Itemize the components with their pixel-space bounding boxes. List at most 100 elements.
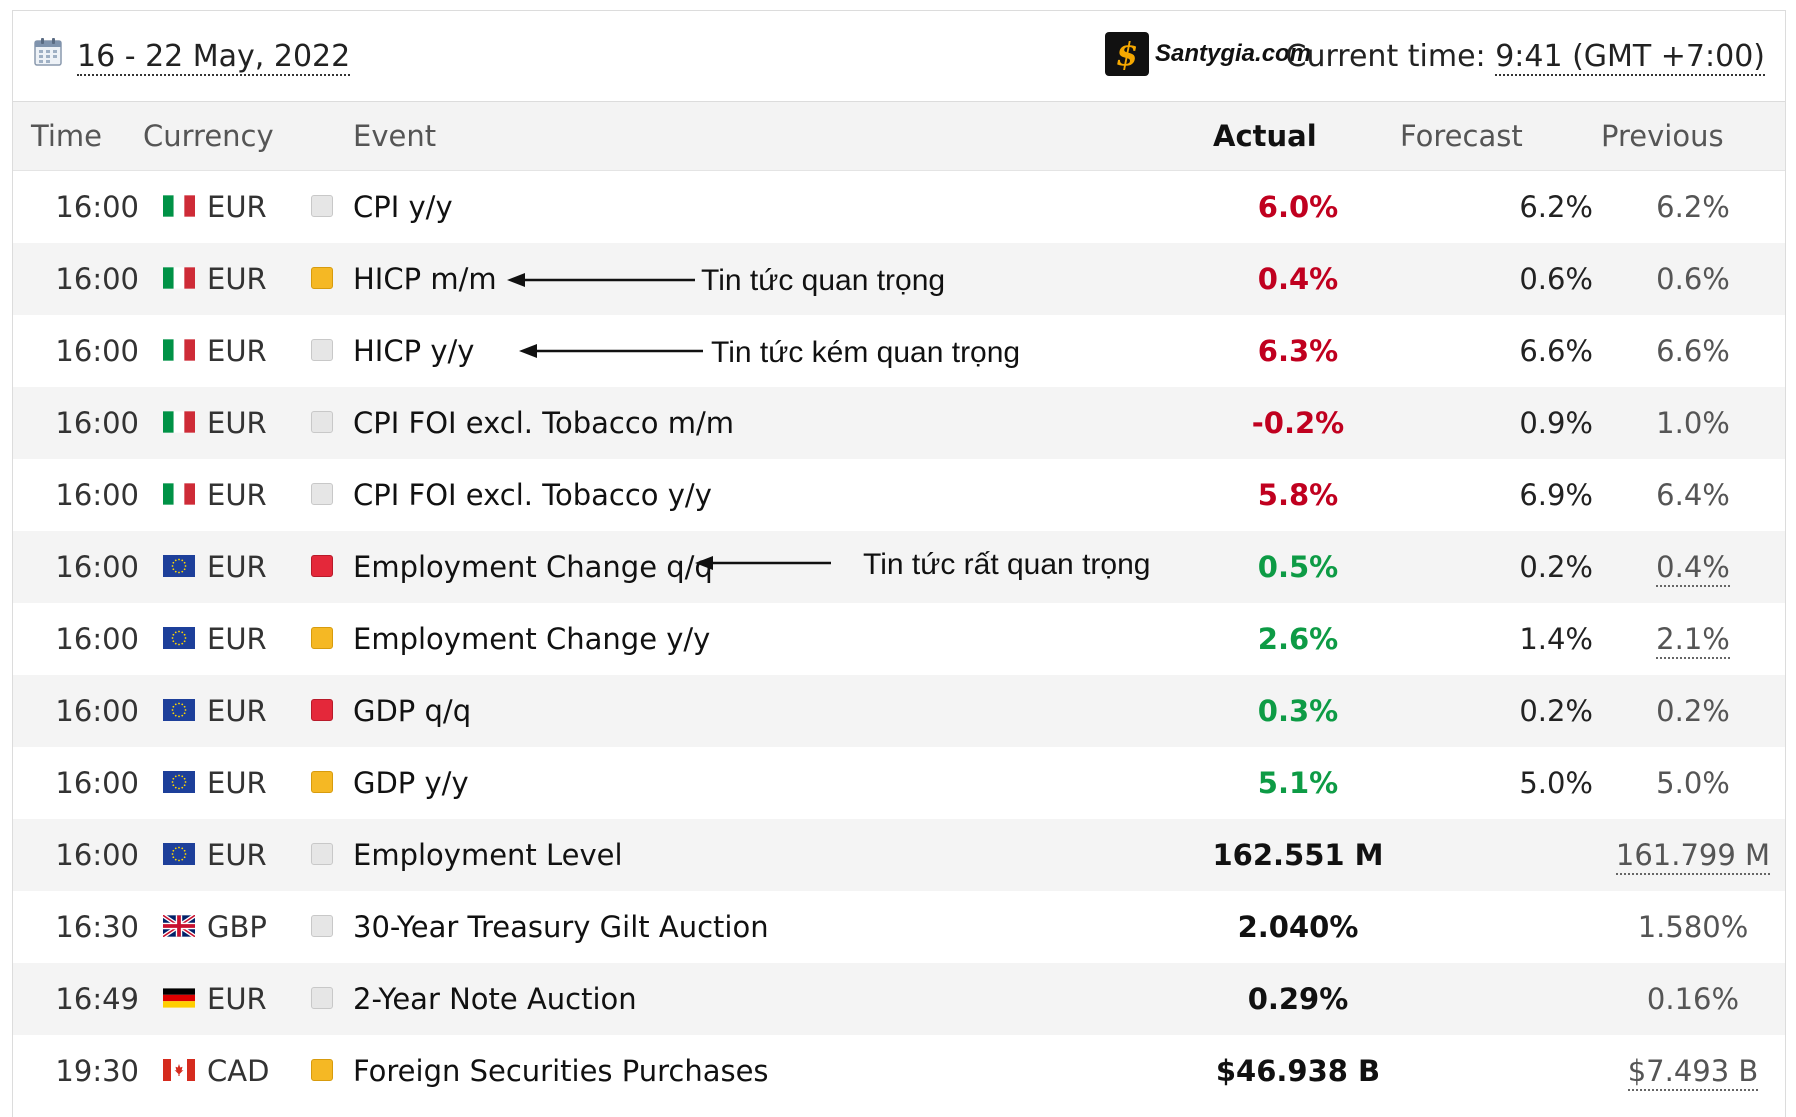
impact-low-icon <box>311 987 333 1009</box>
event-actual: 6.0% <box>1257 190 1339 224</box>
table-row[interactable]: 19:30 CAD Foreign Securities Purchases $46.… <box>13 1035 1785 1107</box>
eu-flag-icon <box>163 627 195 649</box>
table-row[interactable]: 16:00 EUR CPI FOI excl. Tobacco y/y 5.8% 6.9… <box>13 459 1785 531</box>
table-row[interactable]: 16:00 EUR Employment Change y/y 2.6% 1.4% 2.1… <box>13 603 1785 675</box>
table-row[interactable]: 16:00 EUR Employment Change q/q 0.5% 0.2% 0.4… <box>13 531 1785 603</box>
table-row[interactable]: 16:00 EUR HICP y/y 6.3% 6.6% 6.6% <box>13 315 1785 387</box>
table-row[interactable]: 16:00 EUR CPI y/y 6.0% 6.2% 6.2% <box>13 171 1785 243</box>
arrow-very-important <box>695 556 831 570</box>
italy-flag-icon <box>163 339 195 361</box>
brand-logo-block: $ Santygia.com <box>1105 31 1311 77</box>
event-previous: 6.6% <box>1593 315 1785 387</box>
impact-high-icon <box>311 555 333 577</box>
col-previous-header: Previous <box>1601 119 1724 153</box>
col-forecast-header: Forecast <box>1400 119 1523 153</box>
table-row[interactable]: 16:00 EUR CPI FOI excl. Tobacco m/m -0.2% 0.… <box>13 387 1785 459</box>
event-previous[interactable]: $7.493 B <box>1593 1035 1785 1107</box>
event-previous[interactable]: 161.799 M <box>1593 819 1785 891</box>
event-forecast <box>1393 819 1593 891</box>
event-previous: 1.0% <box>1593 387 1785 459</box>
event-previous-value: 1.580% <box>1637 910 1749 944</box>
brand-logo-icon: $ <box>1105 32 1149 76</box>
event-previous-value[interactable]: 0.4% <box>1656 550 1730 587</box>
brand-name: Santygia.com <box>1155 40 1312 67</box>
italy-flag-icon <box>163 483 195 505</box>
table-row[interactable]: 16:00 EUR GDP y/y 5.1% 5.0% 5.0% <box>13 747 1785 819</box>
event-previous: 0.6% <box>1593 243 1785 315</box>
event-time: 16:00 <box>55 838 139 872</box>
event-actual: 6.3% <box>1257 334 1339 368</box>
current-time-value[interactable]: 9:41 (GMT +7:00) <box>1495 39 1765 76</box>
event-time: 16:00 <box>55 406 139 440</box>
impact-low-icon <box>311 195 333 217</box>
event-name[interactable]: Employment Change q/q <box>353 550 713 584</box>
event-name[interactable]: 30-Year Treasury Gilt Auction <box>353 910 769 944</box>
event-time: 16:00 <box>55 550 139 584</box>
event-actual: 2.6% <box>1257 622 1339 656</box>
impact-high-icon <box>311 699 333 721</box>
table-row[interactable]: 16:00 EUR GDP q/q 0.3% 0.2% 0.2% <box>13 675 1785 747</box>
eu-flag-icon <box>163 555 195 577</box>
event-previous-value: 0.16% <box>1646 982 1740 1016</box>
event-previous[interactable]: 2.1% <box>1593 603 1785 675</box>
event-previous: 0.16% <box>1593 963 1785 1035</box>
col-currency-header: Currency <box>143 119 274 153</box>
event-previous: 1.580% <box>1593 891 1785 963</box>
event-time: 16:30 <box>55 910 139 944</box>
event-previous-value[interactable]: 161.799 M <box>1615 838 1771 875</box>
event-name[interactable]: CPI FOI excl. Tobacco m/m <box>353 406 735 440</box>
event-previous-value[interactable]: 2.1% <box>1656 622 1730 659</box>
event-previous-value: 0.2% <box>1656 694 1730 728</box>
event-forecast: 6.2% <box>1519 190 1593 224</box>
calendar-rows: 16:00 EUR CPI y/y 6.0% 6.2% 6.2% 16:00 EUR HICP … <box>13 171 1785 1107</box>
table-row[interactable]: 16:49 EUR 2-Year Note Auction 0.29% 0.16% <box>13 963 1785 1035</box>
event-name[interactable]: Employment Change y/y <box>353 622 711 656</box>
italy-flag-icon <box>163 411 195 433</box>
col-actual-header: Actual <box>1213 119 1317 153</box>
event-name[interactable]: 2-Year Note Auction <box>353 982 637 1016</box>
event-name[interactable]: Employment Level <box>353 838 623 872</box>
event-name[interactable]: CPI FOI excl. Tobacco y/y <box>353 478 712 512</box>
table-row[interactable]: 16:00 EUR Employment Level 162.551 M 161.799… <box>13 819 1785 891</box>
event-time: 16:00 <box>55 334 139 368</box>
event-forecast: 6.6% <box>1519 334 1593 368</box>
event-forecast: 0.2% <box>1519 550 1593 584</box>
event-currency: EUR <box>207 406 267 440</box>
calendar-icon[interactable] <box>33 37 63 67</box>
event-actual: 0.29% <box>1247 982 1349 1016</box>
event-name[interactable]: Foreign Securities Purchases <box>353 1054 769 1088</box>
calendar-topbar: 16 - 22 May, 2022 $ Santygia.com Current… <box>13 11 1785 102</box>
impact-low-icon <box>311 915 333 937</box>
event-actual: 5.8% <box>1257 478 1339 512</box>
event-currency: EUR <box>207 982 267 1016</box>
event-name[interactable]: HICP m/m <box>353 262 497 296</box>
impact-med-icon <box>311 267 333 289</box>
event-name[interactable]: CPI y/y <box>353 190 453 224</box>
event-name[interactable]: GDP q/q <box>353 694 472 728</box>
date-range-link[interactable]: 16 - 22 May, 2022 <box>77 39 351 76</box>
event-actual: -0.2% <box>1251 406 1345 440</box>
event-actual: $46.938 B <box>1215 1054 1381 1088</box>
event-currency: EUR <box>207 550 267 584</box>
event-currency: CAD <box>207 1054 270 1088</box>
eu-flag-icon <box>163 699 195 721</box>
impact-med-icon <box>311 1059 333 1081</box>
event-previous[interactable]: 0.4% <box>1593 531 1785 603</box>
event-previous: 6.2% <box>1593 171 1785 243</box>
event-previous-value[interactable]: $7.493 B <box>1627 1054 1759 1091</box>
event-previous-value: 6.4% <box>1656 478 1730 512</box>
table-header: Time Currency Event Actual Forecast Prev… <box>13 102 1785 171</box>
event-name[interactable]: GDP y/y <box>353 766 469 800</box>
event-name[interactable]: HICP y/y <box>353 334 475 368</box>
italy-flag-icon <box>163 267 195 289</box>
event-forecast <box>1393 1035 1593 1107</box>
event-currency: GBP <box>207 910 267 944</box>
event-forecast: 5.0% <box>1519 766 1593 800</box>
event-forecast <box>1393 963 1593 1035</box>
eu-flag-icon <box>163 843 195 865</box>
event-actual: 162.551 M <box>1212 838 1384 872</box>
table-row[interactable]: 16:00 EUR HICP m/m 0.4% 0.6% 0.6% <box>13 243 1785 315</box>
table-row[interactable]: 16:30 GBP 30-Year Treasury Gilt Auction 2.0… <box>13 891 1785 963</box>
event-forecast: 0.9% <box>1519 406 1593 440</box>
impact-low-icon <box>311 843 333 865</box>
